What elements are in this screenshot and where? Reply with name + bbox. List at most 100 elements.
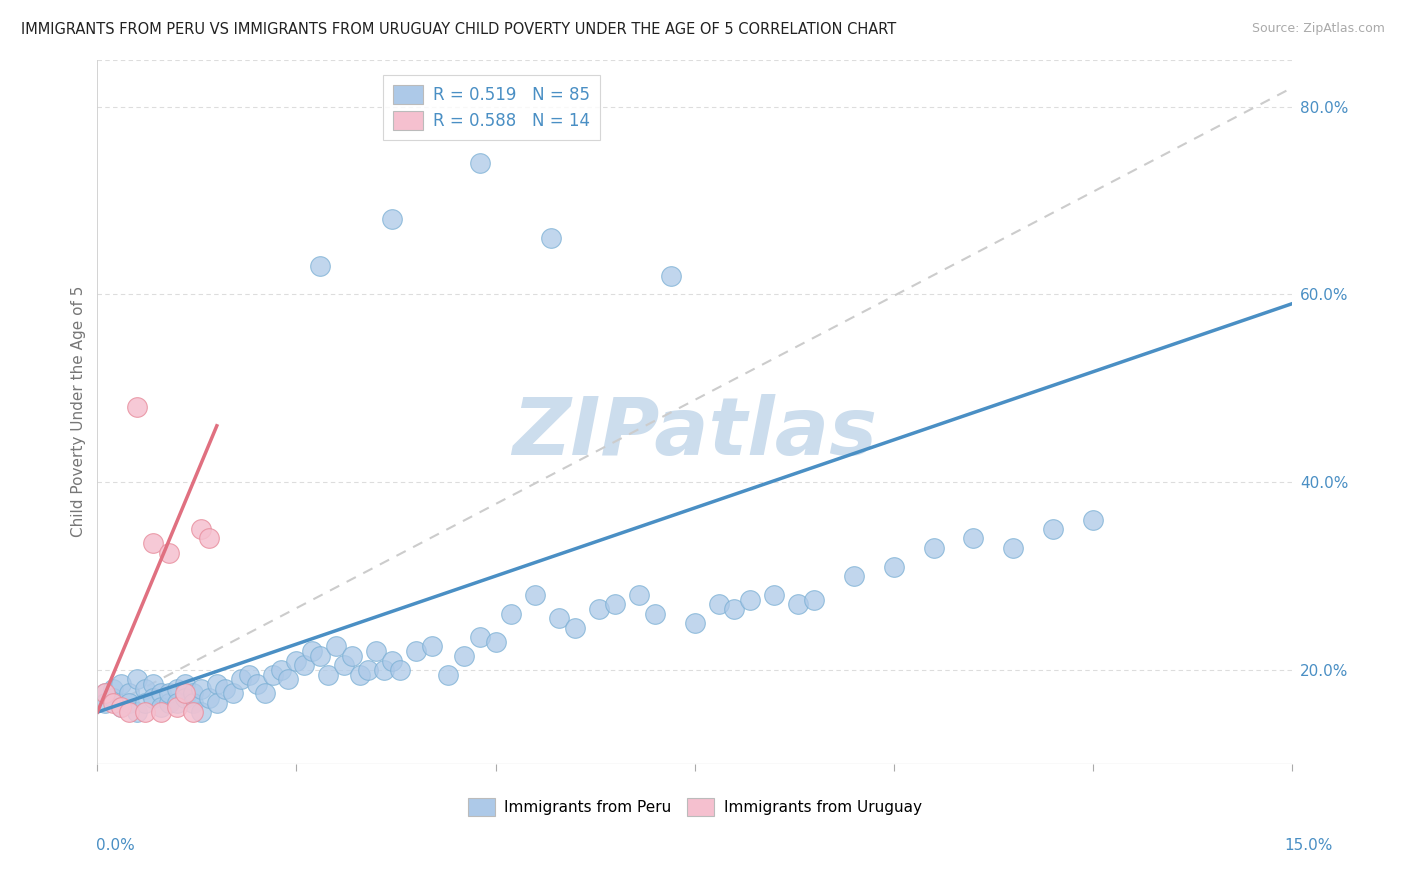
Point [453, 648, 475, 663]
Point [603, 597, 626, 611]
Point [118, 705, 141, 719]
Point [683, 615, 706, 630]
Point [357, 663, 380, 677]
Point [436, 667, 458, 681]
Point [420, 640, 443, 654]
Point [142, 677, 165, 691]
Point [548, 611, 571, 625]
Point [127, 400, 149, 414]
Point [190, 705, 212, 719]
Point [540, 231, 562, 245]
Point [644, 607, 666, 621]
Point [588, 602, 610, 616]
Text: ZIPatlas: ZIPatlas [512, 394, 877, 472]
Point [922, 541, 945, 555]
Point [110, 677, 132, 691]
Point [174, 677, 197, 691]
Point [253, 686, 276, 700]
Point [309, 259, 332, 273]
Point [763, 588, 786, 602]
Point [205, 696, 228, 710]
Point [484, 634, 506, 648]
Point [110, 700, 132, 714]
Point [181, 686, 204, 700]
Point [103, 696, 125, 710]
Point [166, 681, 188, 696]
Point [318, 667, 340, 681]
Point [1081, 513, 1104, 527]
Point [277, 673, 299, 687]
Point [238, 667, 260, 681]
Point [181, 696, 204, 710]
Point [1002, 541, 1025, 555]
Point [1042, 522, 1064, 536]
Point [166, 696, 188, 710]
Legend: Immigrants from Peru, Immigrants from Uruguay: Immigrants from Peru, Immigrants from Ur… [468, 798, 921, 816]
Point [134, 681, 156, 696]
Point [229, 673, 252, 687]
Point [707, 597, 730, 611]
Point [373, 663, 395, 677]
Point [134, 696, 156, 710]
Point [740, 592, 762, 607]
Point [381, 654, 404, 668]
Point [157, 545, 180, 559]
Point [659, 268, 682, 283]
Point [627, 588, 650, 602]
Point [962, 532, 984, 546]
Point [103, 681, 125, 696]
Point [142, 691, 165, 706]
Point [222, 686, 245, 700]
Point [198, 532, 221, 546]
Point [364, 644, 387, 658]
Point [787, 597, 810, 611]
Text: 0.0%: 0.0% [96, 838, 135, 853]
Y-axis label: Child Poverty Under the Age of 5: Child Poverty Under the Age of 5 [72, 286, 86, 537]
Point [190, 522, 212, 536]
Point [388, 663, 411, 677]
Point [157, 686, 180, 700]
Point [294, 658, 316, 673]
Point [127, 673, 149, 687]
Point [150, 700, 173, 714]
Point [342, 648, 364, 663]
Text: IMMIGRANTS FROM PERU VS IMMIGRANTS FROM URUGUAY CHILD POVERTY UNDER THE AGE OF 5: IMMIGRANTS FROM PERU VS IMMIGRANTS FROM … [21, 22, 897, 37]
Point [118, 686, 141, 700]
Point [501, 607, 523, 621]
Point [803, 592, 825, 607]
Text: 15.0%: 15.0% [1285, 838, 1333, 853]
Point [333, 658, 356, 673]
Point [524, 588, 547, 602]
Point [174, 691, 197, 706]
Point [174, 686, 197, 700]
Point [142, 536, 165, 550]
Point [166, 700, 188, 714]
Point [564, 621, 586, 635]
Point [150, 705, 173, 719]
Point [94, 686, 117, 700]
Point [127, 705, 149, 719]
Point [246, 677, 269, 691]
Point [94, 696, 117, 710]
Point [883, 559, 905, 574]
Point [309, 648, 332, 663]
Point [270, 663, 292, 677]
Point [214, 681, 236, 696]
Point [181, 705, 204, 719]
Point [118, 696, 141, 710]
Point [262, 667, 284, 681]
Point [157, 696, 180, 710]
Point [325, 640, 347, 654]
Point [301, 644, 323, 658]
Point [349, 667, 371, 681]
Point [110, 700, 132, 714]
Point [198, 691, 221, 706]
Point [468, 630, 491, 644]
Point [381, 212, 404, 227]
Point [468, 156, 491, 170]
Point [842, 569, 865, 583]
Point [190, 681, 212, 696]
Point [134, 705, 156, 719]
Text: Source: ZipAtlas.com: Source: ZipAtlas.com [1251, 22, 1385, 36]
Point [103, 691, 125, 706]
